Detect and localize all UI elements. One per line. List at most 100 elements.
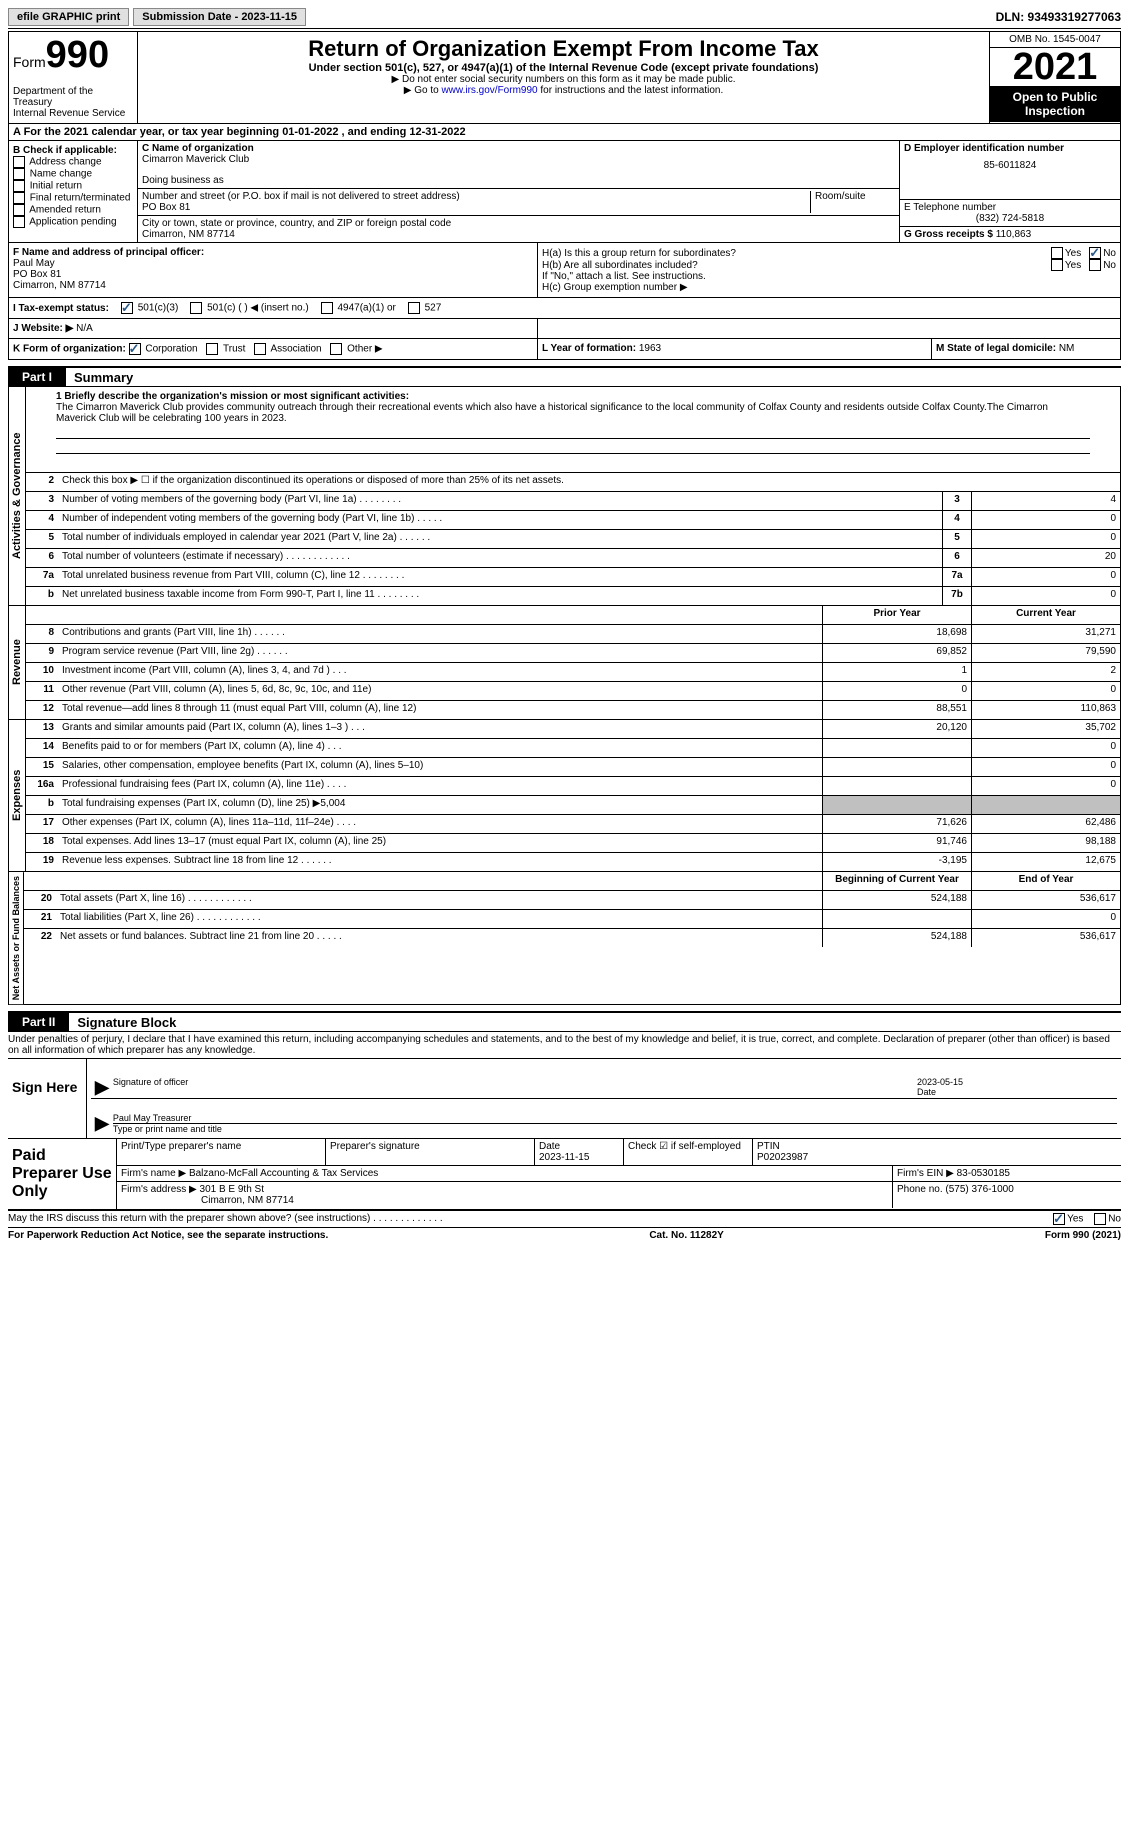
top-bar: efile GRAPHIC print Submission Date - 20… — [8, 8, 1121, 29]
line9-curr: 79,590 — [971, 644, 1120, 662]
line4-val: 0 — [971, 511, 1120, 529]
line7a-desc: Total unrelated business revenue from Pa… — [58, 568, 942, 586]
discuss-no-checkbox[interactable] — [1094, 1213, 1106, 1225]
other-checkbox[interactable] — [330, 343, 342, 355]
phone-value: (832) 724-5818 — [904, 213, 1116, 224]
line15-prior — [822, 758, 971, 776]
name-change-checkbox[interactable] — [13, 168, 25, 180]
firm-name: Balzano-McFall Accounting & Tax Services — [189, 1168, 378, 1179]
state-domicile: NM — [1059, 343, 1075, 354]
trust-checkbox[interactable] — [206, 343, 218, 355]
line9-desc: Program service revenue (Part VIII, line… — [58, 644, 822, 662]
officer-typed-name: Paul May Treasurer — [113, 1113, 1117, 1123]
hb-no-checkbox[interactable] — [1089, 259, 1101, 271]
room-suite: Room/suite — [810, 191, 895, 213]
korg-row: K Form of organization: Corporation Trus… — [8, 339, 1121, 360]
hc-label: H(c) Group exemption number ▶ — [542, 282, 1116, 293]
dept-treasury: Department of the Treasury — [13, 86, 133, 108]
corp-checkbox[interactable] — [129, 343, 141, 355]
sign-here-label: Sign Here — [8, 1059, 87, 1138]
org-name: Cimarron Maverick Club — [142, 154, 895, 165]
vtab-revenue: Revenue — [9, 606, 26, 719]
assoc-checkbox[interactable] — [254, 343, 266, 355]
net-assets-section: Net Assets or Fund Balances Beginning of… — [8, 872, 1121, 1005]
final-return-checkbox[interactable] — [13, 192, 25, 204]
line8-prior: 18,698 — [822, 625, 971, 643]
line18-prior: 91,746 — [822, 834, 971, 852]
501c3-checkbox[interactable] — [121, 302, 133, 314]
line12-curr: 110,863 — [971, 701, 1120, 719]
form-number: 990 — [46, 34, 109, 76]
firm-addr1: 301 B E 9th St — [200, 1184, 265, 1195]
dln-label: DLN: 93493319277063 — [996, 10, 1121, 24]
activities-section: Activities & Governance 1 Briefly descri… — [8, 387, 1121, 606]
line6-desc: Total number of volunteers (estimate if … — [58, 549, 942, 567]
firm-phone: (575) 376-1000 — [945, 1184, 1013, 1195]
part2-header: Part II Signature Block — [8, 1011, 1121, 1032]
end-year-hdr: End of Year — [971, 872, 1120, 890]
tax-year: 2021 — [990, 48, 1120, 86]
addr-value: PO Box 81 — [142, 202, 810, 213]
line20-desc: Total assets (Part X, line 16) . . . . .… — [56, 891, 822, 909]
line15-curr: 0 — [971, 758, 1120, 776]
part2-title: Signature Block — [69, 1015, 176, 1030]
form-subtitle: Under section 501(c), 527, or 4947(a)(1)… — [142, 62, 985, 74]
gross-value: 110,863 — [996, 229, 1031, 240]
527-checkbox[interactable] — [408, 302, 420, 314]
line6-val: 20 — [971, 549, 1120, 567]
submission-date-button[interactable]: Submission Date - 2023-11-15 — [133, 8, 306, 26]
line4-desc: Number of independent voting members of … — [58, 511, 942, 529]
prior-year-hdr: Prior Year — [822, 606, 971, 624]
line8-curr: 31,271 — [971, 625, 1120, 643]
arrow-icon: ▶ — [91, 1113, 113, 1134]
arrow-icon: ▶ — [91, 1077, 113, 1098]
app-pending-checkbox[interactable] — [13, 216, 25, 228]
line5-desc: Total number of individuals employed in … — [58, 530, 942, 548]
line3-desc: Number of voting members of the governin… — [58, 492, 942, 510]
preparer-block: Paid Preparer Use Only Print/Type prepar… — [8, 1139, 1121, 1211]
line17-desc: Other expenses (Part IX, column (A), lin… — [58, 815, 822, 833]
firm-addr2: Cimarron, NM 87714 — [121, 1195, 888, 1206]
line11-prior: 0 — [822, 682, 971, 700]
ha-yes-checkbox[interactable] — [1051, 247, 1063, 259]
vtab-expenses: Expenses — [9, 720, 26, 871]
part2-tab: Part II — [8, 1013, 69, 1031]
line16a-curr: 0 — [971, 777, 1120, 795]
501c-checkbox[interactable] — [190, 302, 202, 314]
begin-year-hdr: Beginning of Current Year — [822, 872, 971, 890]
4947-checkbox[interactable] — [321, 302, 333, 314]
expenses-section: Expenses 13Grants and similar amounts pa… — [8, 720, 1121, 872]
line12-desc: Total revenue—add lines 8 through 11 (mu… — [58, 701, 822, 719]
ha-no-checkbox[interactable] — [1089, 247, 1101, 259]
mission-label: 1 Briefly describe the organization's mi… — [56, 391, 1090, 402]
prep-sig-label: Preparer's signature — [326, 1139, 535, 1165]
sign-date: 2023-05-15 — [917, 1077, 1117, 1087]
irs-link[interactable]: www.irs.gov/Form990 — [441, 85, 537, 96]
line19-desc: Revenue less expenses. Subtract line 18 … — [58, 853, 822, 871]
efile-print-button[interactable]: efile GRAPHIC print — [8, 8, 129, 26]
declaration-text: Under penalties of perjury, I declare th… — [8, 1032, 1121, 1059]
dba-label: Doing business as — [142, 175, 895, 186]
form-word: Form — [13, 54, 46, 70]
line13-curr: 35,702 — [971, 720, 1120, 738]
line22-curr: 536,617 — [971, 929, 1120, 947]
amended-checkbox[interactable] — [13, 204, 25, 216]
initial-return-checkbox[interactable] — [13, 180, 25, 192]
city-label: City or town, state or province, country… — [142, 218, 895, 229]
discuss-yes-checkbox[interactable] — [1053, 1213, 1065, 1225]
gross-label: G Gross receipts $ — [904, 229, 996, 240]
ein-value: 85-6011824 — [904, 160, 1116, 171]
city-value: Cimarron, NM 87714 — [142, 229, 895, 240]
hb-note: If "No," attach a list. See instructions… — [542, 271, 1116, 282]
prep-name-label: Print/Type preparer's name — [117, 1139, 326, 1165]
line20-curr: 536,617 — [971, 891, 1120, 909]
line21-desc: Total liabilities (Part X, line 26) . . … — [56, 910, 822, 928]
hb-yes-checkbox[interactable] — [1051, 259, 1063, 271]
revenue-section: Revenue Prior YearCurrent Year 8Contribu… — [8, 606, 1121, 720]
addr-change-checkbox[interactable] — [13, 156, 25, 168]
paid-preparer-label: Paid Preparer Use Only — [8, 1139, 117, 1209]
info-block: B Check if applicable: Address change Na… — [8, 141, 1121, 243]
col-b-checkboxes: B Check if applicable: Address change Na… — [9, 141, 138, 242]
website-row: J Website: ▶ N/A — [8, 319, 1121, 339]
line20-prior: 524,188 — [822, 891, 971, 909]
